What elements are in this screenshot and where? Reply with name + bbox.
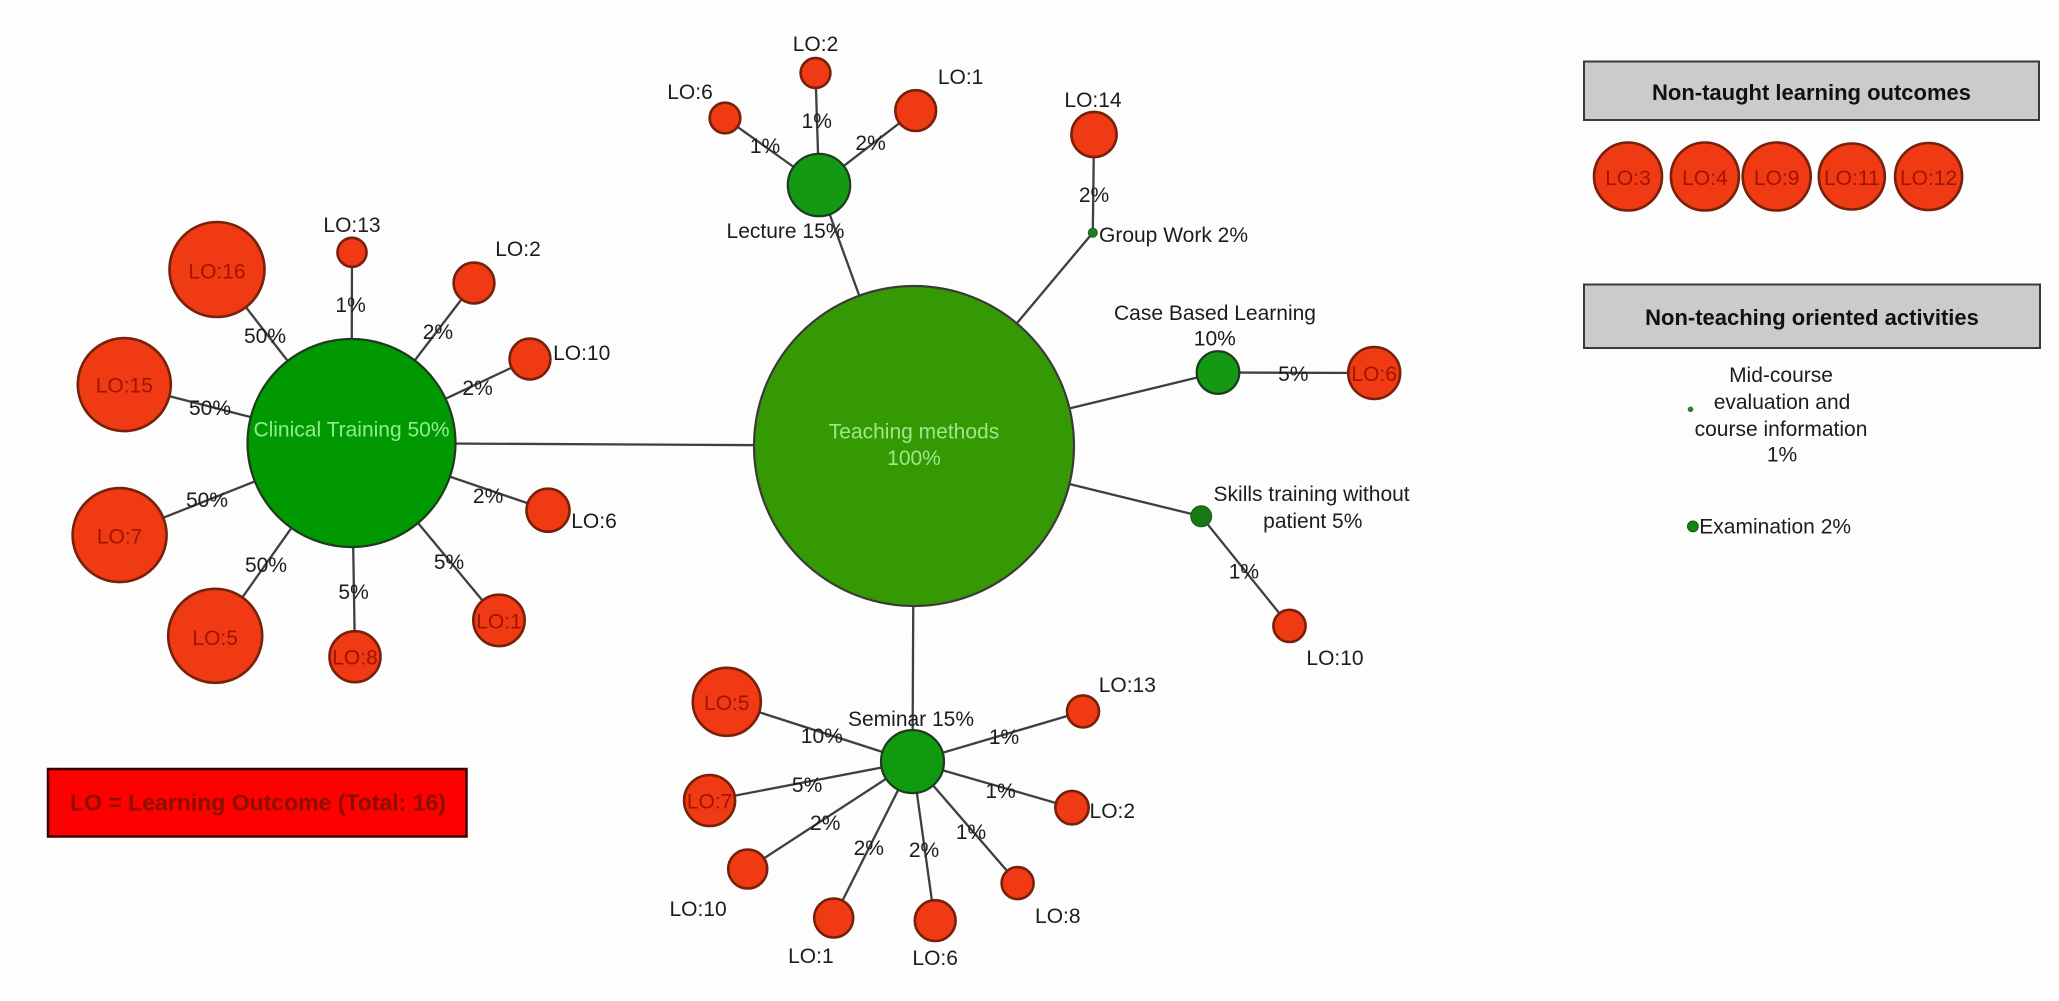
svg-text:Lecture 15%: Lecture 15% <box>727 220 845 243</box>
svg-text:LO:5: LO:5 <box>192 627 238 650</box>
svg-text:Examination 2%: Examination 2% <box>1699 516 1851 539</box>
svg-text:LO:13: LO:13 <box>1099 674 1156 697</box>
svg-text:LO:14: LO:14 <box>1064 89 1122 112</box>
svg-text:5%: 5% <box>338 581 368 604</box>
svg-text:5%: 5% <box>792 774 822 797</box>
svg-text:2%: 2% <box>462 377 492 400</box>
svg-text:1%: 1% <box>1229 561 1259 584</box>
svg-text:5%: 5% <box>1278 363 1308 386</box>
svg-text:LO:12: LO:12 <box>1900 167 1957 190</box>
svg-text:LO:3: LO:3 <box>1605 167 1651 190</box>
svg-text:10%: 10% <box>801 725 843 748</box>
svg-text:Seminar 15%: Seminar 15% <box>848 708 974 731</box>
svg-text:LO:1: LO:1 <box>788 945 834 968</box>
svg-text:2%: 2% <box>1079 184 1109 207</box>
svg-text:LO:4: LO:4 <box>1682 167 1728 190</box>
svg-text:2%: 2% <box>909 839 939 862</box>
svg-text:LO:6: LO:6 <box>912 947 958 970</box>
svg-text:LO:10: LO:10 <box>553 342 610 365</box>
svg-text:1%: 1% <box>802 110 832 133</box>
svg-text:1%: 1% <box>1767 444 1797 467</box>
svg-text:100%: 100% <box>887 447 941 470</box>
svg-text:5%: 5% <box>434 551 464 574</box>
svg-text:2%: 2% <box>854 837 884 860</box>
svg-text:LO:8: LO:8 <box>332 647 378 670</box>
svg-text:10%: 10% <box>1194 327 1236 350</box>
svg-text:LO:13: LO:13 <box>323 214 380 237</box>
svg-text:LO:7: LO:7 <box>97 526 143 549</box>
svg-text:course information: course information <box>1695 418 1868 441</box>
svg-text:1%: 1% <box>956 821 986 844</box>
svg-text:evaluation and: evaluation and <box>1714 391 1851 414</box>
svg-text:LO:6: LO:6 <box>1351 363 1397 386</box>
svg-text:2%: 2% <box>473 485 503 508</box>
svg-text:LO:10: LO:10 <box>1306 647 1363 670</box>
svg-text:LO:7: LO:7 <box>687 791 733 814</box>
svg-text:Non-taught learning outcomes: Non-taught learning outcomes <box>1652 80 1971 105</box>
svg-text:LO:15: LO:15 <box>96 375 153 398</box>
svg-text:LO:2: LO:2 <box>495 238 541 261</box>
svg-text:2%: 2% <box>855 132 885 155</box>
svg-text:Non-teaching oriented activiti: Non-teaching oriented activities <box>1645 305 1979 330</box>
svg-text:Case Based Learning: Case Based Learning <box>1114 302 1316 325</box>
svg-text:LO:1: LO:1 <box>938 66 984 89</box>
svg-text:LO:10: LO:10 <box>669 898 726 921</box>
svg-text:2%: 2% <box>810 812 840 835</box>
svg-text:LO:5: LO:5 <box>704 692 750 715</box>
svg-text:LO:2: LO:2 <box>1090 800 1136 823</box>
svg-text:2%: 2% <box>423 321 453 344</box>
svg-text:Group Work 2%: Group Work 2% <box>1099 224 1248 247</box>
svg-text:Teaching methods: Teaching methods <box>829 421 999 444</box>
svg-text:LO:16: LO:16 <box>188 261 245 284</box>
svg-text:50%: 50% <box>189 397 231 420</box>
svg-text:50%: 50% <box>244 325 286 348</box>
svg-text:LO:9: LO:9 <box>1754 167 1800 190</box>
svg-text:Mid-course: Mid-course <box>1729 364 1833 387</box>
svg-text:Clinical Training 50%: Clinical Training 50% <box>253 419 449 442</box>
svg-text:LO:8: LO:8 <box>1035 905 1081 928</box>
svg-text:LO:6: LO:6 <box>571 510 617 533</box>
svg-text:1%: 1% <box>989 726 1019 749</box>
svg-text:50%: 50% <box>186 489 228 512</box>
svg-text:Skills training without: Skills training without <box>1214 483 1410 506</box>
svg-text:50%: 50% <box>245 554 287 577</box>
svg-text:LO:6: LO:6 <box>667 81 713 104</box>
svg-text:1%: 1% <box>750 135 780 158</box>
svg-text:1%: 1% <box>335 294 365 317</box>
svg-text:LO = Learning Outcome (Total:: LO = Learning Outcome (Total: 16) <box>70 790 446 816</box>
svg-text:1%: 1% <box>985 780 1015 803</box>
svg-text:patient 5%: patient 5% <box>1263 510 1362 533</box>
svg-text:LO:2: LO:2 <box>793 33 839 56</box>
svg-text:LO:1: LO:1 <box>476 611 522 634</box>
svg-text:LO:11: LO:11 <box>1824 167 1880 190</box>
